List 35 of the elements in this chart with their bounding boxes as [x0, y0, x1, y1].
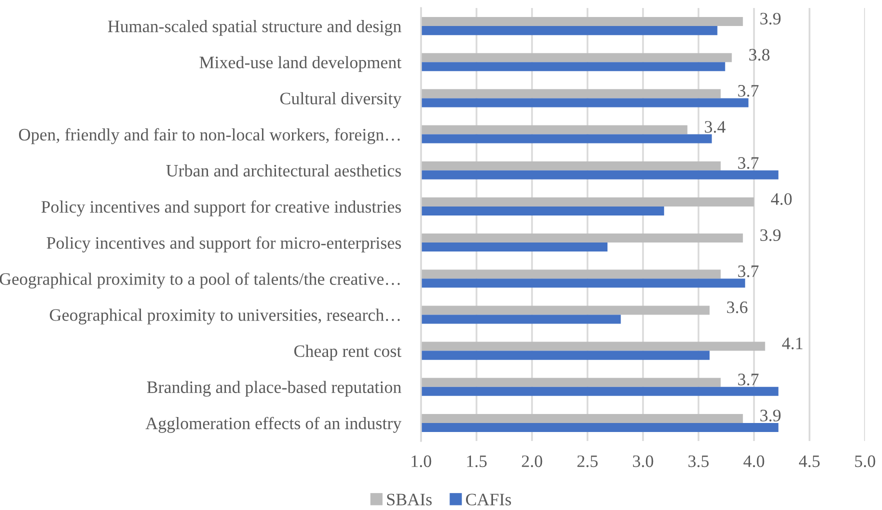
data-label: 3.8 [749, 48, 770, 61]
data-label: 3.4 [704, 121, 726, 133]
x-tick-label: 2.5 [577, 455, 598, 468]
data-label: 3.7 [738, 84, 759, 97]
x-tick-label: 4.5 [798, 456, 820, 468]
y-tick-label: Geographical proximity to universities, research… [50, 308, 400, 324]
y-tick-label: Mixed-use land development [200, 56, 402, 72]
y-tick-label: Urban and architectural aesthetics [166, 164, 401, 177]
data-label: 3.7 [738, 265, 759, 278]
x-tick-label: 1.5 [467, 455, 487, 468]
y-tick-label: Geographical proximity to a pool of talents/the creative… [0, 272, 400, 288]
y-tick-label: Policy incentives and support for micro-enterprises [46, 236, 401, 252]
x-tick-label: 5.0 [855, 455, 876, 468]
x-tick-label: 1.0 [412, 455, 432, 468]
data-label: 3.9 [760, 410, 781, 422]
x-tick-label: 3.5 [688, 455, 709, 468]
x-tick-label: 4.0 [743, 455, 764, 468]
data-label: 4.0 [771, 193, 792, 205]
legend-label: CAFIs [466, 494, 511, 506]
x-tick-label: 2.0 [522, 455, 542, 468]
data-label: 3.6 [727, 301, 748, 314]
data-label: 3.9 [760, 12, 781, 25]
legend-label: SBAIs [387, 494, 432, 506]
y-tick-label: Cheap rent cost [294, 344, 402, 361]
y-tick-label: Human-scaled spatial structure and design [108, 20, 402, 36]
y-tick-label: Branding and place-based reputation [147, 380, 402, 397]
y-tick-label: Policy incentives and support for creative industries [41, 200, 401, 216]
data-label: 4.1 [782, 338, 802, 350]
data-label: 3.7 [738, 374, 759, 386]
data-label: 3.9 [760, 229, 781, 242]
y-tick-label: Agglomeration effects of an industry [146, 416, 402, 433]
y-tick-label: Open, friendly and fair to non-local workers, foreign… [19, 128, 400, 144]
data-label: 3.7 [738, 157, 759, 169]
x-tick-label: 3.0 [632, 455, 654, 468]
y-tick-label: Cultural diversity [280, 92, 402, 108]
